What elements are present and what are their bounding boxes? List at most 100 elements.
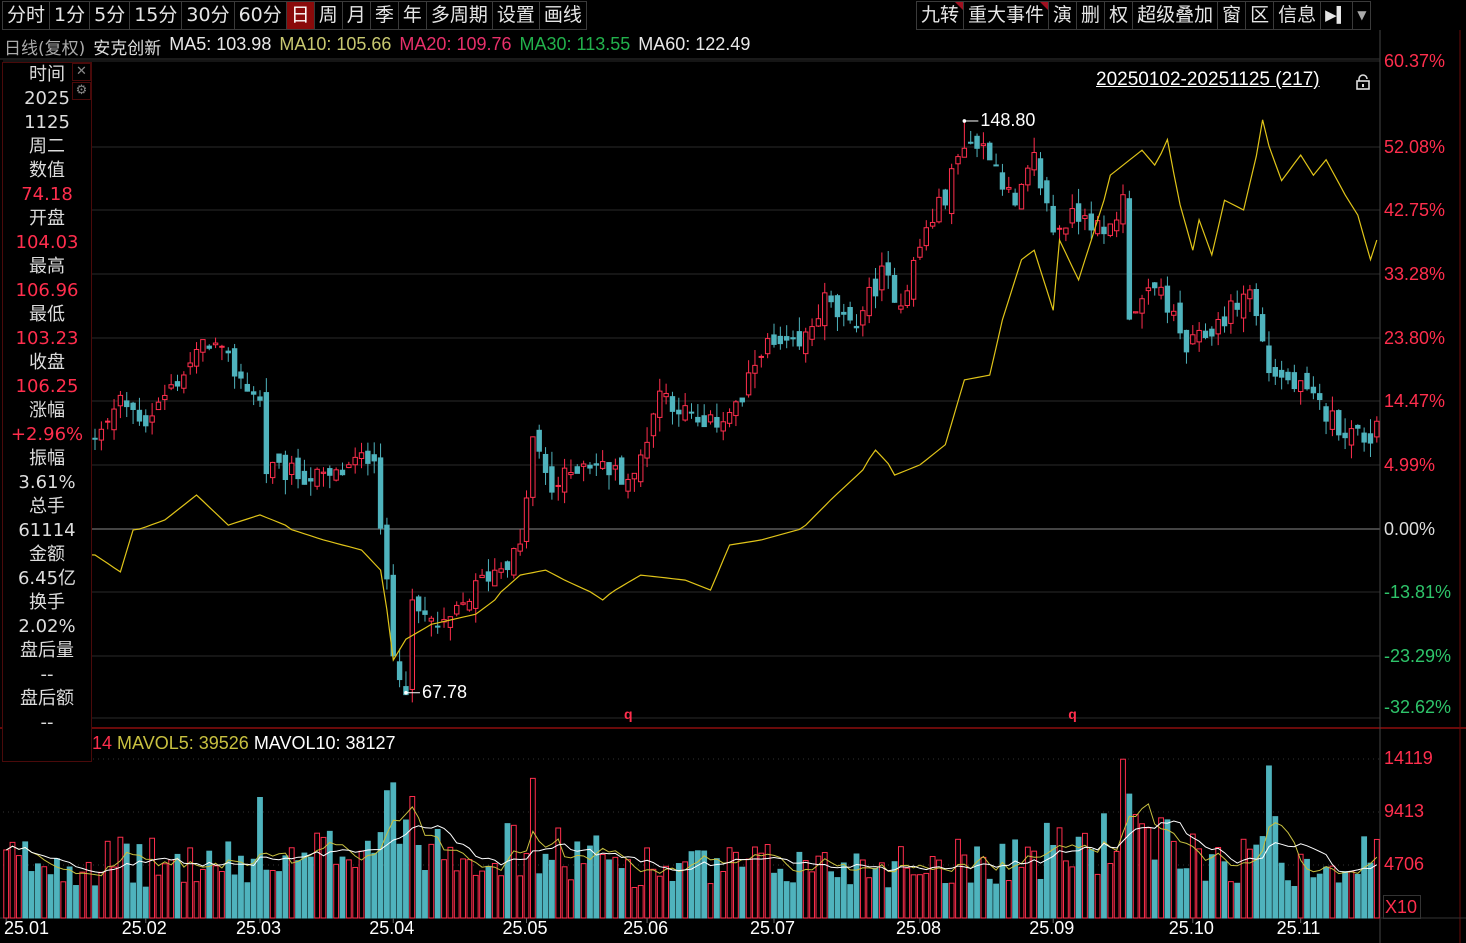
volume-bar-down: [967, 882, 974, 919]
gear-icon[interactable]: ⚙: [72, 82, 91, 100]
candle-up: [733, 401, 739, 417]
candle-up: [910, 259, 917, 300]
max-price-label-dot: [962, 119, 967, 123]
tool-button-1[interactable]: 重大事件: [964, 2, 1050, 29]
volume-bar-up: [149, 837, 156, 919]
period-tab-13[interactable]: 画线: [543, 4, 582, 26]
volume-bar-down: [1101, 813, 1107, 919]
period-tab-6[interactable]: 日: [286, 2, 315, 29]
period-tab-5[interactable]: 60分: [235, 2, 287, 29]
period-tab-7[interactable]: 周: [315, 2, 343, 29]
volume-bar-down: [1272, 816, 1279, 919]
period-tab-4[interactable]: 30分: [182, 2, 235, 29]
period-tab-2[interactable]: 5分: [90, 2, 131, 29]
volume-bar-down: [35, 863, 41, 919]
candle-up: [1069, 208, 1075, 224]
volume-bar-down: [371, 852, 378, 919]
period-tab-3[interactable]: 15分: [130, 2, 183, 29]
volume-bar-down: [403, 819, 409, 919]
candle-down: [295, 457, 301, 480]
expand-right-icon[interactable]: ▶▍: [1321, 2, 1354, 29]
candle-up: [561, 467, 568, 493]
volume-bar-up: [529, 777, 536, 919]
date-range-label[interactable]: 20250102-20251125 (217): [1096, 69, 1320, 90]
date-tick-label: 25.10: [1168, 918, 1214, 938]
volume-bar-up: [219, 870, 225, 919]
period-tab-11[interactable]: 多周期: [427, 2, 493, 29]
candle-down: [1253, 289, 1259, 317]
volume-bar-down: [542, 853, 549, 919]
candle-up: [1031, 152, 1037, 171]
candle-down: [1202, 330, 1209, 339]
info-label: 涨幅: [29, 400, 65, 421]
period-tab-9[interactable]: 季: [371, 2, 399, 29]
volume-bar-down: [136, 844, 143, 919]
volume-bar-up: [1031, 850, 1038, 919]
candle-down: [327, 468, 333, 476]
volume-value-partial: 14: [92, 733, 113, 753]
volume-unit-label[interactable]: X10: [1383, 895, 1421, 919]
chevron-down-icon[interactable]: ▼: [1357, 8, 1367, 22]
candle-up: [809, 326, 815, 340]
volume-bar-down: [986, 878, 993, 919]
candle-down: [885, 262, 891, 276]
tool-button-2[interactable]: 演: [1049, 2, 1078, 29]
candle-down: [1164, 285, 1171, 313]
volume-bar-down: [593, 835, 600, 919]
candle-up: [904, 290, 910, 307]
volume-bar-down: [504, 823, 511, 919]
candle-down: [1037, 158, 1044, 189]
candle-down: [1259, 314, 1266, 342]
lock-icon[interactable]: [1355, 74, 1371, 90]
tool-button-0[interactable]: 九转: [917, 2, 965, 29]
close-icon[interactable]: ✕: [72, 63, 91, 81]
candle-up: [580, 463, 587, 467]
period-tab-0[interactable]: 分时: [3, 2, 51, 29]
period-tab-10[interactable]: 年: [399, 2, 427, 29]
volume-bar-up: [650, 868, 657, 919]
volume-bar-down: [1291, 886, 1298, 919]
volume-bar-up: [1024, 846, 1031, 919]
period-toolbar: 分时 1分 5分 15分 30分 60分日周月季年多周期 设置 画线: [2, 1, 587, 30]
tool-button-3[interactable]: 删: [1077, 2, 1106, 29]
tool-button-7[interactable]: 区: [1246, 2, 1275, 29]
event-marker[interactable]: q: [624, 706, 633, 722]
tool-button-8[interactable]: 信息: [1274, 2, 1322, 29]
volume-bar-down: [847, 884, 854, 919]
candle-up: [625, 478, 631, 492]
volume-bar-up: [866, 877, 873, 919]
candle-up: [333, 469, 339, 481]
candle-down: [1355, 424, 1361, 429]
candle-up: [1374, 420, 1380, 438]
period-tab-12[interactable]: 设置: [493, 2, 540, 29]
candle-up: [498, 568, 504, 573]
tool-button-5[interactable]: 超级叠加: [1133, 2, 1219, 29]
event-marker[interactable]: q: [1068, 706, 1077, 722]
candle-down: [942, 189, 949, 206]
candle-down: [206, 345, 212, 349]
volume-bar-down: [295, 860, 301, 919]
volume-bar-down: [28, 871, 35, 919]
volume-bar-up: [79, 871, 86, 919]
candle-up: [758, 355, 765, 358]
info-value: 103.23: [15, 328, 79, 349]
candle-up: [860, 310, 866, 326]
tool-button-6[interactable]: 窗: [1218, 2, 1247, 29]
mavol10-label: MAVOL10: 38127: [253, 733, 396, 753]
candle-up: [1056, 227, 1063, 230]
volume-bar-down: [92, 885, 98, 919]
volume-bar-down: [999, 843, 1006, 919]
date-tick-label: 25.01: [4, 918, 50, 938]
candle-down: [250, 391, 257, 395]
volume-bar-up: [352, 866, 359, 919]
candle-up: [492, 569, 498, 587]
candle-down: [1152, 282, 1158, 289]
volume-bar-up: [1158, 817, 1164, 919]
period-tab-1[interactable]: 1分: [50, 2, 91, 29]
period-tab-8[interactable]: 月: [343, 2, 371, 29]
candle-down: [536, 429, 542, 452]
volume-bar-up: [1247, 848, 1253, 919]
tool-button-4[interactable]: 权: [1105, 2, 1134, 29]
candle-up: [1171, 310, 1177, 316]
